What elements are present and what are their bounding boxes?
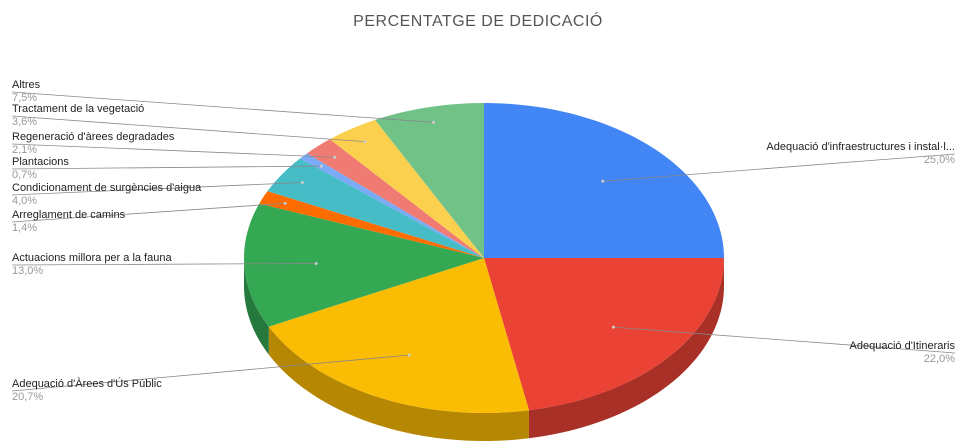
leader-line [11,143,335,158]
slice [300,153,484,258]
slice-value-label: 20,7% [12,391,43,403]
slice-value-label: 1,4% [12,222,37,234]
leader-line [11,165,322,170]
slice-label: Tractament de la vegetació [12,103,144,115]
slice-label: Plantacions [12,156,69,168]
slice-label: Adequació d'Itineraris [850,340,956,352]
slice-label: Arreglament de camins [12,209,126,221]
slice-side [244,258,269,355]
slice-value-label: 22,0% [924,353,955,365]
slice-value-label: 0,7% [12,169,37,181]
slice-label: Condicionament de surgències d'aigua [12,182,202,194]
slice-value-label: 7,5% [12,92,37,104]
slice-label: Altres [12,79,41,91]
slice-label: Actuacions millora per a la fauna [12,252,172,264]
leader-line [11,263,317,266]
leader-line [11,115,365,143]
leader-dot [611,325,615,329]
slice-value-label: 25,0% [924,154,955,166]
leader-line [11,182,303,196]
slice-value-label: 3,6% [12,116,37,128]
slice [375,103,484,258]
slice-label: Regeneració d'àrees degradades [12,131,175,143]
leader-line [613,326,956,354]
slice-side [528,258,724,439]
slice [267,158,484,258]
slice [306,139,484,258]
leader-line [11,354,410,392]
leader-dot [333,155,337,159]
leader-line [11,91,434,123]
leader-line [602,153,956,182]
leader-dot [320,164,324,168]
leader-dot [300,181,304,185]
slice-label: Adequació d'Àrees d'Ús Públic [12,377,162,390]
slice-value-label: 4,0% [12,195,37,207]
leader-dot [314,261,318,265]
leader-dot [363,140,367,144]
slice [484,258,724,411]
slice [259,191,484,258]
slice-side [268,326,529,441]
leader-dot [432,120,436,124]
leader-dot [601,179,605,183]
slice [244,203,484,327]
slice-label: Adequació d'infraestructures i instal·l.… [766,141,955,153]
slice [329,119,484,259]
slice-value-label: 13,0% [12,265,43,277]
slice-value-label: 2,1% [12,144,37,156]
leader-dot [283,201,287,205]
leader-line [11,203,286,223]
slice [268,258,529,413]
chart-title: PERCENTATGE DE DEDICACIÓ [353,11,603,30]
leader-dot [407,353,411,357]
